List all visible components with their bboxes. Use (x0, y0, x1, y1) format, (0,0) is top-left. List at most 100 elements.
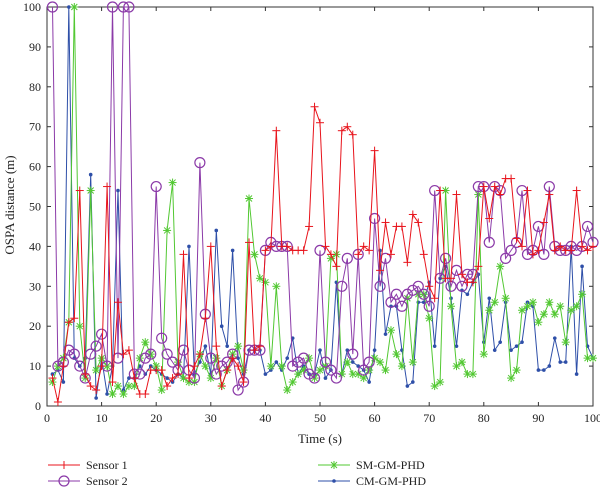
data-point (408, 210, 417, 219)
data-point (119, 350, 128, 359)
legend-marker (58, 475, 70, 487)
y-tick-label: 20 (29, 319, 41, 333)
data-point (439, 252, 452, 264)
y-tick-label: 80 (29, 80, 41, 94)
data-point (285, 356, 290, 360)
data-point (124, 346, 133, 355)
data-point (348, 130, 357, 139)
data-point (305, 222, 314, 231)
data-point (203, 344, 208, 348)
y-tick-label: 70 (29, 120, 41, 134)
data-point (496, 262, 505, 271)
data-point (223, 366, 232, 375)
data-point (70, 3, 79, 11)
data-point (589, 242, 597, 251)
data-point (441, 186, 450, 195)
data-point (234, 342, 243, 351)
data-point (392, 350, 401, 359)
data-point (184, 374, 193, 383)
series-line (52, 6, 594, 392)
data-point (239, 378, 248, 387)
data-point (485, 306, 494, 315)
legend-label: SM-GM-PHD (356, 458, 425, 472)
y-tick-label: 90 (29, 40, 41, 54)
data-point (195, 350, 204, 359)
data-point (468, 278, 477, 287)
y-tick-label: 60 (29, 160, 41, 174)
data-point (46, 1, 59, 13)
data-point (310, 102, 319, 111)
y-axis-label: OSPA distance (m) (2, 155, 17, 254)
data-point (179, 250, 188, 259)
data-point (214, 228, 219, 233)
data-point (343, 122, 352, 131)
data-point (217, 382, 226, 391)
legend-label: Sensor 1 (86, 458, 128, 472)
series-layer (46, 1, 599, 407)
data-point (234, 362, 243, 371)
data-point (381, 218, 390, 227)
data-point (61, 380, 66, 384)
data-point (201, 362, 210, 371)
data-point (150, 180, 162, 193)
data-point (528, 298, 537, 307)
series-sm-gm-phd (48, 3, 597, 399)
data-point (498, 340, 502, 344)
data-point (514, 344, 519, 348)
data-point (501, 294, 510, 303)
data-point (299, 246, 308, 255)
x-tick-label: 40 (259, 411, 271, 425)
data-point (168, 178, 177, 187)
data-point (113, 298, 122, 307)
data-point (245, 194, 254, 203)
data-point (168, 374, 177, 383)
data-point (67, 5, 71, 9)
data-point (547, 364, 552, 368)
data-point (363, 356, 375, 368)
data-point (523, 186, 532, 195)
data-point (145, 348, 157, 360)
data-point (75, 186, 84, 195)
data-point (92, 366, 101, 375)
data-point (350, 360, 355, 364)
legend-marker (60, 461, 68, 469)
data-point (165, 376, 169, 380)
data-point (534, 246, 543, 255)
data-point (337, 370, 346, 379)
data-point (174, 370, 183, 379)
data-point (408, 358, 417, 367)
data-point (425, 282, 434, 291)
data-point (108, 390, 117, 399)
data-point (500, 252, 512, 264)
data-point (425, 314, 434, 323)
data-point (210, 368, 222, 380)
data-point (552, 336, 557, 340)
data-point (430, 294, 439, 303)
data-point (283, 242, 292, 251)
data-point (572, 302, 581, 311)
data-point (512, 366, 521, 375)
data-point (359, 374, 368, 383)
data-point (85, 348, 97, 360)
data-point (370, 146, 379, 155)
x-tick-label: 60 (369, 411, 381, 425)
x-tick-label: 90 (532, 411, 544, 425)
data-point (474, 262, 483, 271)
data-point (545, 190, 554, 199)
data-point (505, 244, 517, 256)
x-tick-label: 50 (314, 411, 326, 425)
data-point (556, 242, 565, 251)
data-point (563, 360, 568, 364)
data-point (161, 348, 173, 360)
data-point (405, 384, 410, 388)
data-point (376, 266, 385, 275)
data-point (330, 372, 342, 384)
data-point (332, 262, 341, 271)
axis-ticks: 0 10 20 30 40 50 60 70 80 90 100 0 10 20 30 40 50 60 70 80 9… (23, 0, 600, 425)
x-axis-label: Time (s) (298, 431, 342, 446)
data-point (414, 218, 423, 227)
data-point (589, 354, 597, 363)
data-point (123, 1, 135, 13)
data-point (385, 296, 397, 308)
data-point (457, 358, 466, 367)
